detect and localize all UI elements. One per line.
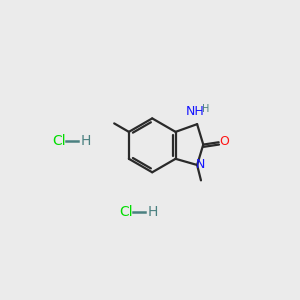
Text: Cl: Cl <box>119 205 133 219</box>
Text: H: H <box>202 104 210 114</box>
Text: Cl: Cl <box>52 134 66 148</box>
Text: NH: NH <box>186 105 205 118</box>
Text: H: H <box>81 134 91 148</box>
Text: H: H <box>148 205 158 219</box>
Text: N: N <box>196 158 205 171</box>
Text: O: O <box>219 135 229 148</box>
